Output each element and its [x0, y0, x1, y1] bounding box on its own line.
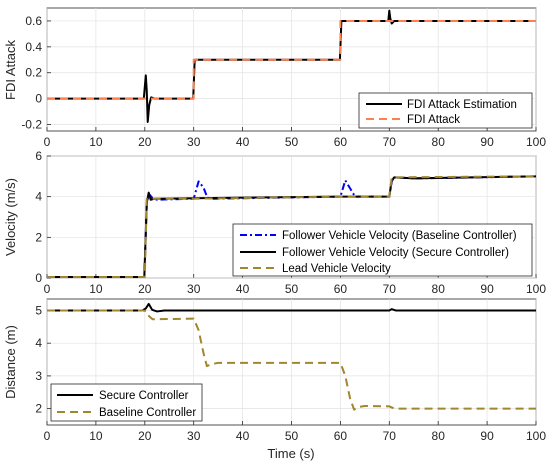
legend-label-lead-velocity: Lead Vehicle Velocity — [282, 263, 391, 275]
series-layer — [47, 9, 536, 123]
x-tick-label: 70 — [383, 282, 397, 296]
y-tick-label: 3 — [35, 369, 42, 383]
fdi-attack-panel: 0 10 20 30 40 50 60 70 80 90 100 -0.200.20.40.6 FD… — [3, 7, 547, 149]
x-tick-label: 60 — [334, 429, 348, 443]
x-tick-label: 100 — [526, 282, 546, 296]
y-tick-labels: 2 3 4 5 — [35, 303, 42, 415]
series-line-2 — [47, 19, 536, 100]
legend-box — [358, 92, 533, 129]
series-line-2 — [47, 309, 536, 411]
y-axis-label: FDI Attack — [3, 40, 18, 100]
velocity-panel: 0 10 20 30 40 50 60 70 80 90 100 0 2 4 6 Velocity (m/… — [3, 149, 546, 296]
x-tick-label: 30 — [187, 135, 201, 149]
x-tick-label: 0 — [44, 282, 51, 296]
y-axis-label: Velocity (m/s) — [3, 178, 18, 256]
y-tick-labels: -0.2 0 0.2 0.4 0.6 — [21, 14, 42, 132]
y-tick-label: 0 — [35, 271, 42, 285]
x-tick-label: 90 — [480, 135, 494, 149]
legend-label-secure-distance: Secure Controller — [99, 390, 189, 402]
x-tick-label: 50 — [285, 135, 299, 149]
x-tick-label: 80 — [432, 282, 446, 296]
x-tick-label: 20 — [138, 282, 152, 296]
x-tick-label: 80 — [432, 429, 446, 443]
legend: Secure Controller Baseline Controller — [50, 383, 203, 422]
gridlines — [46, 8, 537, 131]
series-layer — [47, 302, 536, 411]
y-tick-label: 4 — [35, 190, 42, 204]
x-tick-label: 100 — [526, 429, 546, 443]
x-tick-label: 50 — [285, 429, 299, 443]
x-tick-label: 70 — [383, 429, 397, 443]
series-layer — [47, 175, 537, 278]
x-tick-label: 60 — [334, 135, 348, 149]
distance-panel: 0 10 20 30 40 50 60 70 80 90 100 2 3 4 5 Distance (m)… — [3, 298, 547, 461]
legend: Follower Vehicle Velocity (Baseline Cont… — [232, 223, 533, 277]
y-axis-label: Distance (m) — [3, 325, 18, 399]
series-line-1 — [47, 9, 536, 123]
y-tick-label: 0 — [35, 92, 42, 106]
legend-box — [50, 383, 203, 422]
x-tick-label: 0 — [44, 429, 51, 443]
x-tick-labels: 0 10 20 30 40 50 60 70 80 90 100 — [44, 429, 547, 443]
x-tick-label: 60 — [334, 282, 348, 296]
legend-label-attack: FDI Attack — [407, 114, 460, 126]
x-tick-label: 10 — [89, 282, 103, 296]
x-tick-label: 40 — [236, 429, 250, 443]
y-tick-label: -0.2 — [21, 118, 42, 132]
x-tick-label: 40 — [236, 282, 250, 296]
x-tick-label: 30 — [187, 282, 201, 296]
y-tick-label: 0.2 — [25, 66, 42, 80]
y-tick-label: 6 — [35, 149, 42, 163]
y-tick-label: 4 — [35, 336, 42, 350]
legend-box — [232, 223, 533, 277]
y-tick-label: 0.4 — [25, 40, 42, 54]
y-tick-label: 2 — [35, 230, 42, 244]
x-tick-label: 20 — [138, 135, 152, 149]
x-tick-label: 0 — [44, 135, 51, 149]
legend-label-estimation: FDI Attack Estimation — [407, 99, 517, 111]
y-tick-label: 0.6 — [25, 14, 42, 28]
x-tick-label: 40 — [236, 135, 250, 149]
x-tick-label: 90 — [480, 282, 494, 296]
x-tick-label: 80 — [432, 135, 446, 149]
legend-label-baseline-distance: Baseline Controller — [99, 407, 196, 419]
y-tick-label: 2 — [35, 402, 42, 416]
x-tick-label: 90 — [480, 429, 494, 443]
x-tick-label: 100 — [526, 135, 546, 149]
x-tick-label: 30 — [187, 429, 201, 443]
x-tick-label: 50 — [285, 282, 299, 296]
x-tick-label: 10 — [89, 429, 103, 443]
series-line-3 — [47, 175, 537, 278]
legend-label-baseline-velocity: Follower Vehicle Velocity (Baseline Cont… — [282, 230, 517, 242]
legend: FDI Attack Estimation FDI Attack — [358, 92, 533, 129]
x-tick-label: 10 — [89, 135, 103, 149]
y-tick-label: 5 — [35, 303, 42, 317]
x-tick-label: 20 — [138, 429, 152, 443]
x-tick-labels: 0 10 20 30 40 50 60 70 80 90 100 — [44, 282, 547, 296]
y-tick-labels: 0 2 4 6 — [35, 149, 42, 285]
legend-label-secure-velocity: Follower Vehicle Velocity (Secure Contro… — [282, 247, 509, 259]
x-tick-labels: 0 10 20 30 40 50 60 70 80 90 100 — [44, 135, 547, 149]
x-tick-label: 70 — [383, 135, 397, 149]
series-line-1 — [47, 302, 536, 313]
x-axis-label: Time (s) — [267, 446, 314, 461]
